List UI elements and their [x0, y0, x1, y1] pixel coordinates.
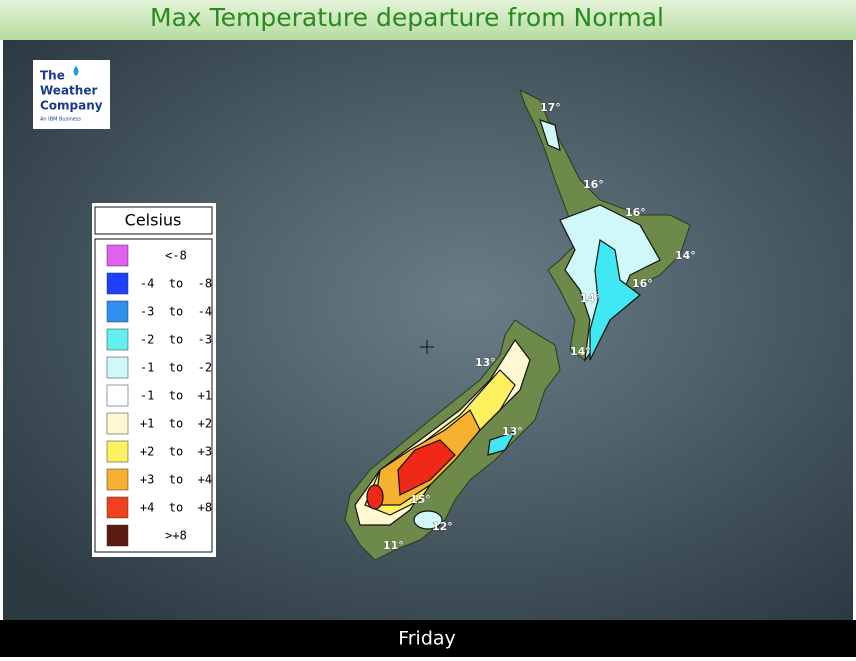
legend-swatch — [106, 272, 129, 295]
legend-label: -3 to -4 — [140, 305, 212, 319]
temp-label: 14° — [570, 345, 591, 358]
logo-text: Weather — [40, 84, 97, 98]
temp-label: 12° — [432, 520, 453, 533]
legend-label: +4 to +8 — [140, 501, 212, 515]
legend-label: -1 to -2 — [140, 361, 212, 375]
area — [539, 119, 561, 151]
legend-swatch — [106, 244, 129, 267]
legend-label: -2 to -3 — [140, 333, 212, 347]
legend-swatch — [106, 300, 129, 323]
temp-label: 16° — [632, 277, 653, 290]
legend-title-box — [94, 206, 213, 235]
temp-label: 16° — [583, 178, 604, 191]
temp-label: 13° — [475, 356, 496, 369]
area — [589, 238, 641, 361]
temp-label: 16° — [625, 206, 646, 219]
legend-swatch — [106, 496, 129, 519]
map-labels: 17° 16° 16° 14° 14° 16° 14° 13° 13° 15° … — [383, 101, 696, 553]
temp-label: 13° — [502, 425, 523, 438]
legend-swatch — [106, 328, 129, 351]
temp-label: 14° — [580, 292, 601, 305]
footer-bar — [0, 620, 856, 657]
legend: Celsius <-8 -4 to -8 -3 to -4 -2 to -3 -1 to… — [92, 203, 216, 557]
anomaly-areas — [354, 119, 661, 530]
legend-title: Celsius — [125, 211, 182, 230]
legend-label: -4 to -8 — [140, 277, 212, 291]
legend-swatch — [106, 468, 129, 491]
title-bar — [0, 0, 856, 40]
crosshair — [420, 340, 434, 354]
logo-text: Company — [40, 99, 103, 113]
legend-swatch — [106, 440, 129, 463]
area — [413, 510, 443, 530]
logo-drop — [73, 66, 79, 76]
legend-label: -1 to +1 — [140, 389, 212, 403]
legend-label: <-8 — [165, 249, 187, 263]
area — [397, 439, 456, 496]
logo-tagline: An IBM Business — [40, 117, 81, 123]
area — [366, 484, 384, 510]
logo: The Weather Company An IBM Business — [33, 60, 110, 129]
legend-swatch — [106, 412, 129, 435]
area — [487, 430, 517, 456]
legend-label: >+8 — [165, 529, 187, 543]
legend-swatch — [106, 384, 129, 407]
legend-label: +3 to +4 — [140, 473, 212, 487]
legend-items-box — [94, 238, 213, 553]
temp-label: 15° — [410, 493, 431, 506]
title: Max Temperature departure from Normal — [150, 3, 664, 32]
temp-label: 11° — [383, 539, 404, 552]
logo-box — [33, 60, 110, 129]
temp-label: 17° — [540, 101, 561, 114]
legend-label: +1 to +2 — [140, 417, 212, 431]
footer-day: Friday — [398, 628, 456, 650]
legend-label: +2 to +3 — [140, 445, 212, 459]
legend-swatch — [106, 356, 129, 379]
legend-swatch — [106, 524, 129, 547]
temp-label: 14° — [675, 249, 696, 262]
logo-text: The — [40, 69, 65, 83]
